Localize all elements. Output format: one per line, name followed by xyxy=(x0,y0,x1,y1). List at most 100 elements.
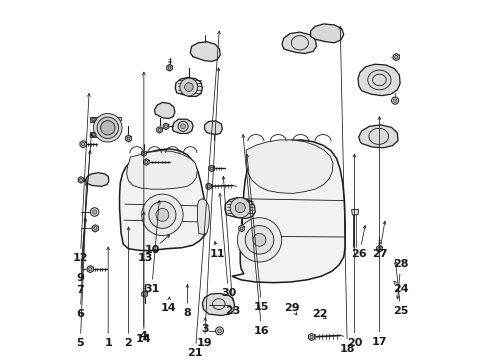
Polygon shape xyxy=(163,123,168,130)
Polygon shape xyxy=(80,141,86,148)
Polygon shape xyxy=(205,183,211,189)
Circle shape xyxy=(210,167,213,170)
Circle shape xyxy=(240,227,243,230)
Circle shape xyxy=(93,118,95,121)
Polygon shape xyxy=(246,140,332,193)
Circle shape xyxy=(127,137,130,140)
Polygon shape xyxy=(90,132,97,137)
Circle shape xyxy=(88,267,92,271)
Circle shape xyxy=(394,55,397,59)
Text: 10: 10 xyxy=(144,245,160,255)
Polygon shape xyxy=(238,225,244,231)
Text: 25: 25 xyxy=(392,306,407,316)
Circle shape xyxy=(81,143,84,146)
Circle shape xyxy=(142,194,183,235)
Circle shape xyxy=(97,117,118,139)
Circle shape xyxy=(253,233,265,246)
Polygon shape xyxy=(141,150,146,156)
Polygon shape xyxy=(154,103,175,118)
Polygon shape xyxy=(202,293,234,315)
Circle shape xyxy=(80,179,82,181)
Circle shape xyxy=(148,201,176,229)
Circle shape xyxy=(92,210,97,214)
Text: 26: 26 xyxy=(351,249,366,259)
Text: 4: 4 xyxy=(140,331,147,341)
Text: 29: 29 xyxy=(283,303,299,313)
Text: 23: 23 xyxy=(225,306,240,315)
Circle shape xyxy=(392,99,396,103)
Circle shape xyxy=(164,125,167,128)
Circle shape xyxy=(94,227,97,230)
Circle shape xyxy=(230,198,250,218)
Text: 1: 1 xyxy=(104,338,112,348)
Polygon shape xyxy=(126,150,197,189)
Text: 9: 9 xyxy=(76,273,84,283)
Polygon shape xyxy=(204,121,222,135)
Polygon shape xyxy=(95,117,121,120)
Circle shape xyxy=(101,121,115,135)
Text: 7: 7 xyxy=(76,285,84,295)
Circle shape xyxy=(156,208,168,221)
Text: 24: 24 xyxy=(392,284,408,294)
Polygon shape xyxy=(125,135,131,142)
Circle shape xyxy=(92,132,96,137)
Text: 21: 21 xyxy=(187,348,203,358)
Polygon shape xyxy=(231,140,345,283)
Circle shape xyxy=(215,327,223,335)
Text: 8: 8 xyxy=(183,308,191,318)
Polygon shape xyxy=(197,199,209,234)
Text: 2: 2 xyxy=(124,338,132,348)
Circle shape xyxy=(178,121,188,131)
Circle shape xyxy=(158,129,161,131)
Polygon shape xyxy=(357,64,399,96)
Text: 19: 19 xyxy=(196,338,212,348)
Circle shape xyxy=(144,161,147,163)
Text: 6: 6 xyxy=(76,309,84,319)
Text: 20: 20 xyxy=(346,338,362,348)
Polygon shape xyxy=(143,159,149,165)
Text: 14: 14 xyxy=(136,334,151,344)
Polygon shape xyxy=(90,117,97,122)
Text: 5: 5 xyxy=(76,338,84,348)
Polygon shape xyxy=(92,225,98,232)
Polygon shape xyxy=(190,42,220,61)
Circle shape xyxy=(93,113,122,142)
Text: 30: 30 xyxy=(221,288,236,298)
Circle shape xyxy=(180,124,185,129)
Polygon shape xyxy=(175,77,202,96)
Circle shape xyxy=(377,247,380,250)
Circle shape xyxy=(184,83,193,91)
Polygon shape xyxy=(142,291,147,297)
Polygon shape xyxy=(96,118,120,137)
Text: 15: 15 xyxy=(253,302,269,312)
Polygon shape xyxy=(120,149,206,251)
Circle shape xyxy=(126,137,130,140)
Text: 12: 12 xyxy=(72,253,88,264)
Circle shape xyxy=(93,134,95,136)
Circle shape xyxy=(391,97,398,104)
Text: 14: 14 xyxy=(161,303,176,313)
Circle shape xyxy=(142,152,145,155)
Circle shape xyxy=(180,78,197,96)
Polygon shape xyxy=(282,32,316,54)
Polygon shape xyxy=(87,266,93,273)
Polygon shape xyxy=(157,127,162,133)
Polygon shape xyxy=(392,54,399,60)
Text: 18: 18 xyxy=(339,344,354,354)
Text: 28: 28 xyxy=(392,259,408,269)
Polygon shape xyxy=(166,64,172,71)
Polygon shape xyxy=(308,333,314,341)
Circle shape xyxy=(92,117,96,122)
Polygon shape xyxy=(310,24,343,43)
Text: 13: 13 xyxy=(137,253,153,263)
Circle shape xyxy=(207,185,210,188)
Polygon shape xyxy=(224,198,255,219)
Circle shape xyxy=(90,208,99,216)
Circle shape xyxy=(143,293,146,296)
Polygon shape xyxy=(125,135,131,142)
Circle shape xyxy=(309,335,313,338)
Circle shape xyxy=(217,329,221,333)
Text: 3: 3 xyxy=(201,324,209,334)
Polygon shape xyxy=(376,246,382,252)
Polygon shape xyxy=(351,210,358,215)
